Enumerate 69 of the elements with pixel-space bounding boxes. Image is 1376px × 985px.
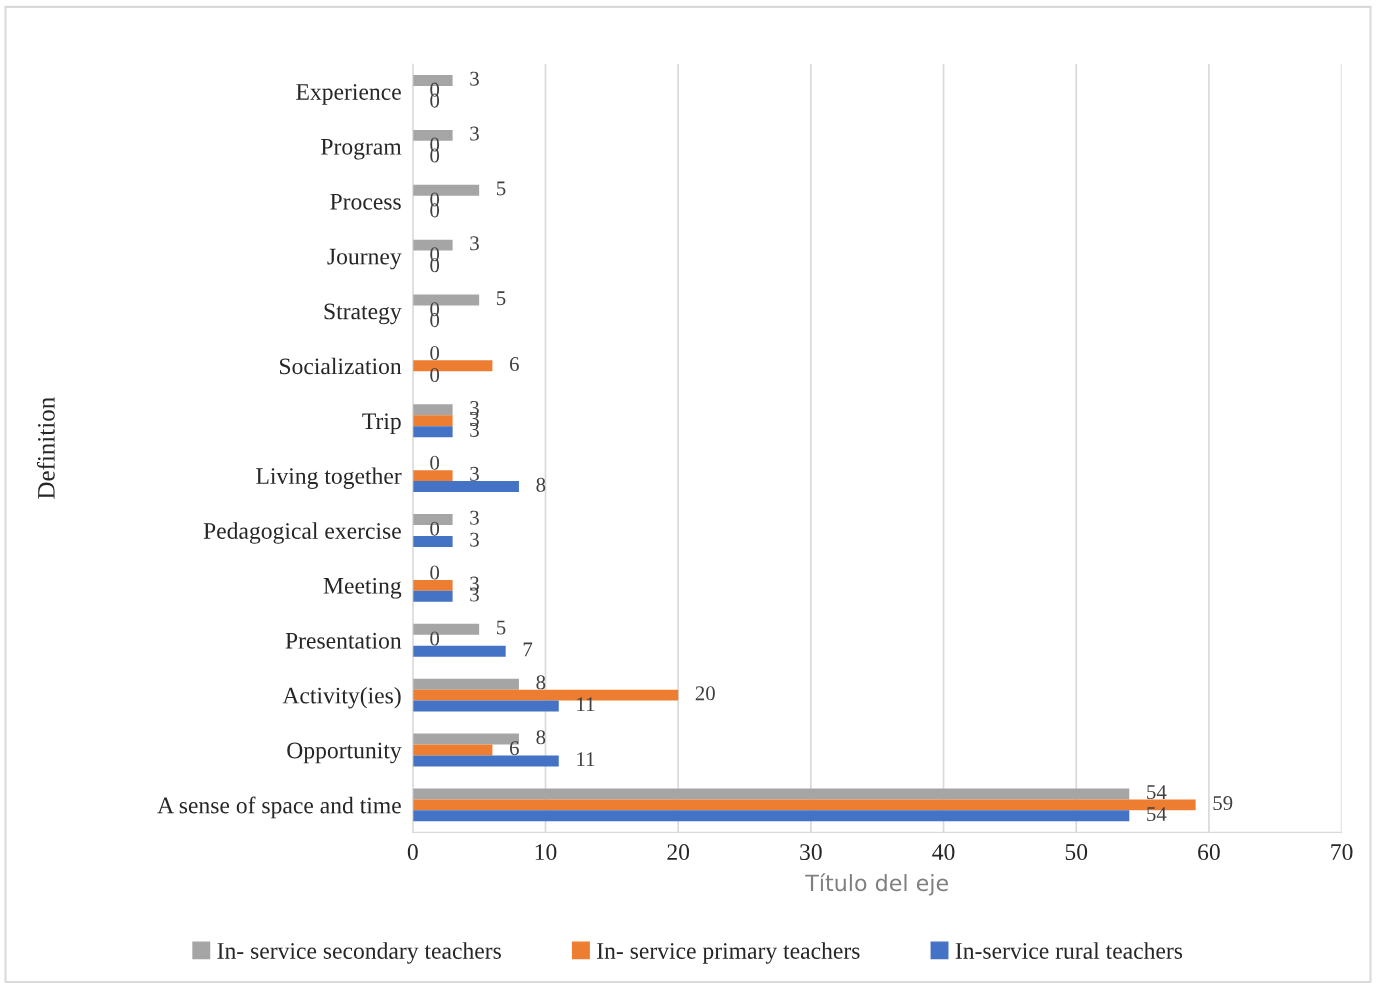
y-tick-label: Program (321, 139, 402, 160)
data-label: 5 (497, 181, 506, 196)
y-axis-title: Definition (36, 397, 55, 499)
data-label: 8 (536, 675, 546, 690)
bar (412, 645, 506, 657)
x-tick-label: 70 (1331, 844, 1353, 861)
data-label: 0 (430, 565, 440, 580)
data-label: 20 (695, 686, 715, 701)
data-label: 7 (523, 642, 533, 657)
x-tick-label: 50 (1065, 844, 1088, 861)
x-tick-label: 40 (932, 844, 955, 861)
data-label: 0 (430, 367, 440, 383)
y-tick-label: Meeting (323, 577, 402, 599)
data-label: 3 (470, 126, 479, 141)
data-label: 6 (509, 741, 519, 756)
x-tick-label: 0 (407, 844, 418, 861)
legend-label: In-service rural teachers (955, 942, 1183, 959)
y-tick-label: Pedagogical exercise (203, 522, 401, 544)
bar (412, 579, 453, 591)
data-label: 6 (509, 357, 519, 372)
x-tick-label: 60 (1198, 844, 1220, 861)
y-tick-label: Living together (256, 467, 402, 489)
data-label: 59 (1213, 796, 1233, 811)
bar (412, 700, 559, 712)
y-tick-label: A sense of space and time (157, 796, 401, 819)
legend-label: In- service secondary teachers (217, 942, 501, 964)
data-label: 0 (430, 455, 440, 470)
y-tick-label: Strategy (324, 303, 402, 325)
bar (412, 470, 453, 482)
data-label: 3 (470, 532, 479, 547)
bar (412, 788, 1130, 800)
x-tick-label: 30 (800, 844, 822, 861)
data-label: 5 (497, 620, 506, 635)
x-tick-label: 10 (535, 844, 557, 861)
bar (412, 590, 453, 602)
bar (412, 415, 453, 427)
y-tick-label: Activity(ies) (282, 686, 401, 709)
data-label: 3 (470, 466, 479, 481)
bar (412, 481, 519, 493)
data-label: 54 (1147, 807, 1167, 822)
y-tick-label: Socialization (280, 357, 402, 375)
data-label: 3 (470, 510, 479, 525)
data-label: 3 (470, 71, 479, 86)
data-label: 11 (577, 697, 595, 712)
bar (412, 678, 519, 690)
bar (412, 755, 559, 767)
bar (412, 744, 493, 756)
y-tick-label: Presentation (285, 632, 402, 649)
data-label: 11 (577, 752, 595, 766)
data-label: 54 (1147, 785, 1167, 800)
y-tick-label: Opportunity (287, 742, 402, 764)
data-label: 0 (430, 521, 440, 536)
y-tick-label: Experience (296, 84, 401, 105)
y-tick-label: Process (330, 193, 401, 210)
bar (412, 535, 453, 547)
data-label: 8 (536, 477, 546, 492)
y-tick-label: Trip (362, 413, 401, 434)
data-label: 8 (536, 730, 546, 745)
y-tick-label: Journey (327, 248, 402, 270)
bar (412, 404, 453, 416)
bar (412, 426, 453, 438)
data-label: 3 (470, 236, 479, 251)
x-tick-label: 20 (667, 844, 690, 861)
data-label: 5 (497, 291, 506, 306)
data-label: 0 (430, 631, 440, 646)
legend-label: In- service primary teachers (597, 942, 860, 964)
bar (412, 810, 1130, 822)
x-axis-title: Título del eje (805, 873, 948, 896)
data-label: 0 (430, 346, 440, 361)
